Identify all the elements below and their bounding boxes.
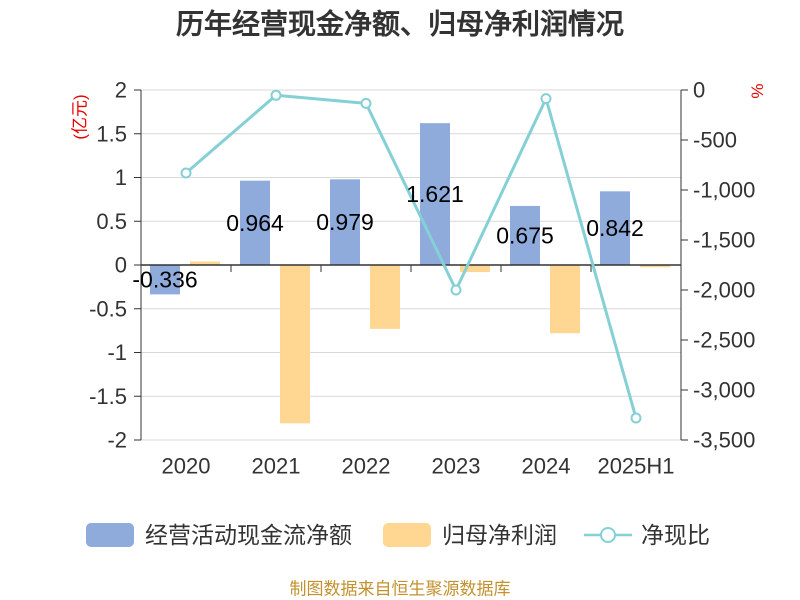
y2-axis-tick-label: 0 [693, 78, 705, 103]
legend-item-net-profit[interactable]: 归母净利润 [383, 522, 557, 548]
y2-axis-tick-label: -2,500 [693, 328, 755, 353]
x-axis-category-label: 2023 [432, 454, 481, 479]
y-axis-tick-label: 1 [115, 165, 127, 190]
chart-title: 历年经营现金净额、归母净利润情况 [176, 8, 624, 40]
bar-operating-cash-flow [600, 191, 630, 265]
y2-axis-tick-label: -1,000 [693, 178, 755, 203]
source-footer: 制图数据来自恒生聚源数据库 [290, 580, 511, 599]
x-axis-category-label: 2025H1 [597, 454, 674, 479]
y2-axis-tick-label: -3,500 [693, 428, 755, 453]
y-axis-tick-label: -0.5 [89, 296, 127, 321]
bar-net-profit [190, 261, 220, 265]
y-axis-tick-label: -1 [107, 340, 127, 365]
point-net-cash-ratio [540, 93, 552, 105]
legend-swatch-operating-cash-flow [86, 523, 134, 547]
data-label-operating-cash-flow: 0.964 [226, 210, 284, 236]
bar-operating-cash-flow [420, 123, 450, 265]
bar-net-profit [640, 265, 670, 268]
bar-operating-cash-flow [150, 265, 180, 295]
point-net-cash-ratio [630, 412, 642, 424]
y-axis-tick-label: 2 [115, 78, 127, 103]
legend-label-net-profit: 归母净利润 [442, 522, 557, 548]
point-net-cash-ratio [270, 89, 282, 101]
bar-operating-cash-flow [240, 180, 270, 265]
point-net-cash-ratio [360, 97, 372, 109]
data-label-operating-cash-flow: 1.621 [406, 181, 464, 207]
data-label-operating-cash-flow: -0.336 [132, 267, 197, 293]
y-axis-tick-label: -2 [107, 428, 127, 453]
bar-net-profit [460, 265, 490, 273]
point-net-cash-ratio [450, 284, 462, 296]
x-axis-category-label: 2021 [252, 454, 301, 479]
bar-net-profit [370, 265, 400, 329]
data-labels: -0.336 0.964 0.979 1.621 0.675 0.842 [132, 181, 643, 293]
axes: 2 1.5 1 0.5 0 -0.5 -1 -1.5 -2 0 -500 -1,000 -1,500 -2… [89, 78, 755, 479]
legend-swatch-net-cash-ratio-marker [600, 527, 616, 543]
legend-item-operating-cash-flow[interactable]: 经营活动现金流净额 [86, 522, 352, 548]
data-label-operating-cash-flow: 0.842 [586, 215, 644, 241]
y2-axis-label: % [748, 83, 767, 98]
y2-axis-tick-label: -1,500 [693, 228, 755, 253]
net-cash-ratio-series [180, 89, 642, 424]
y-axis-label: (亿元) [71, 94, 90, 139]
legend-item-net-cash-ratio[interactable]: 净现比 [584, 522, 710, 548]
line-net-cash-ratio [185, 93, 638, 419]
bar-net-profit [280, 265, 310, 424]
y2-axis-tick-label: -2,000 [693, 278, 755, 303]
y-axis-tick-label: 1.5 [96, 121, 127, 146]
x-axis-category-label: 2024 [522, 454, 571, 479]
x-axis-category-label: 2020 [162, 454, 211, 479]
y-axis-tick-label: 0.5 [96, 209, 127, 234]
y2-axis-tick-label: -500 [693, 128, 737, 153]
point-net-cash-ratio [180, 167, 192, 179]
bar-operating-cash-flow [510, 205, 540, 265]
y2-axis-tick-label: -3,000 [693, 378, 755, 403]
bar-operating-cash-flow [330, 179, 360, 265]
y-axis-tick-label: -1.5 [89, 384, 127, 409]
data-label-operating-cash-flow: 0.979 [316, 209, 374, 235]
bar-net-profit [550, 265, 580, 334]
y-axis-tick-label: 0 [115, 253, 127, 278]
legend: 经营活动现金流净额 归母净利润 净现比 [86, 522, 710, 548]
bars [150, 123, 670, 424]
legend-swatch-net-profit [383, 523, 431, 547]
legend-label-operating-cash-flow: 经营活动现金流净额 [145, 522, 352, 548]
x-axis-category-label: 2022 [342, 454, 391, 479]
data-label-operating-cash-flow: 0.675 [496, 222, 554, 248]
legend-label-net-cash-ratio: 净现比 [641, 522, 710, 548]
